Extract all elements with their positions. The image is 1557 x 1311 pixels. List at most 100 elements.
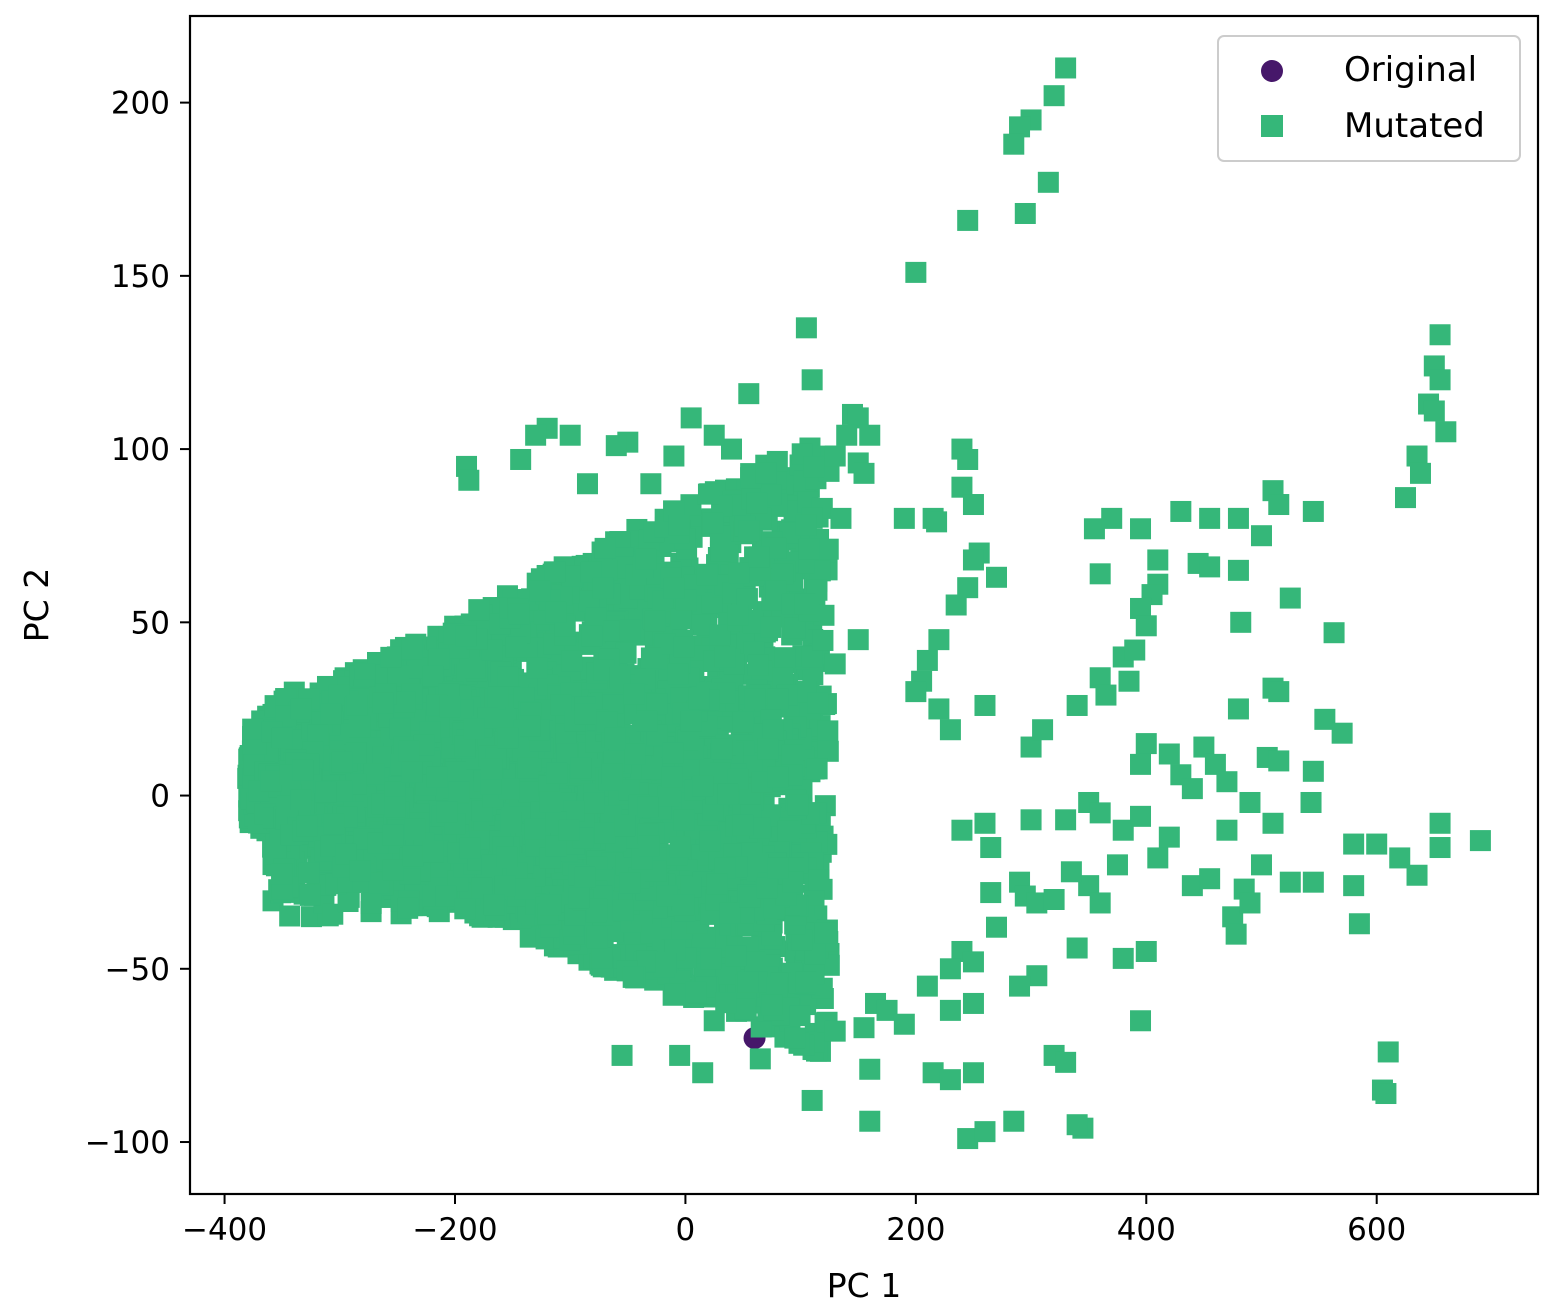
x-tick-label: 600	[1347, 1212, 1406, 1248]
mutated-point	[765, 580, 787, 602]
mutated-point	[1020, 809, 1042, 831]
mutated-point	[795, 317, 817, 339]
mutated-point	[957, 209, 979, 231]
mutated-point	[363, 763, 385, 785]
mutated-point	[1331, 722, 1353, 744]
mutated-point	[349, 716, 371, 738]
mutated-point	[1227, 559, 1249, 581]
mutated-point	[1227, 507, 1249, 529]
mutated-point	[558, 819, 580, 841]
mutated-point	[242, 718, 264, 740]
mutated-point	[1032, 719, 1054, 741]
mutated-point	[939, 1069, 961, 1091]
mutated-point	[1135, 615, 1157, 637]
mutated-point	[1279, 871, 1301, 893]
mutated-point	[762, 719, 784, 741]
mutated-point	[448, 781, 470, 803]
mutated-point	[260, 770, 282, 792]
x-tick-label: 0	[676, 1212, 696, 1248]
mutated-point	[669, 836, 691, 858]
mutated-point	[689, 614, 711, 636]
mutated-point	[1389, 847, 1411, 869]
mutated-point	[717, 783, 739, 805]
mutated-point	[757, 738, 779, 760]
mutated-point	[636, 950, 658, 972]
x-axis-ticks: −400 −200 0 200 400 600	[182, 1194, 1406, 1248]
y-tick-label: 0	[150, 779, 170, 815]
mutated-point	[673, 636, 695, 658]
mutated-point	[561, 650, 583, 672]
x-tick-label: 200	[886, 1212, 945, 1248]
mutated-point	[1429, 369, 1451, 391]
mutated-point	[962, 992, 984, 1014]
mutated-point	[680, 710, 702, 732]
mutated-point	[680, 494, 702, 516]
mutated-point	[1227, 698, 1249, 720]
mutated-point	[749, 817, 771, 839]
mutated-point	[497, 727, 519, 749]
mutated-point	[772, 667, 794, 689]
mutated-point	[279, 905, 301, 927]
mutated-point	[709, 762, 731, 784]
mutated-point	[1037, 171, 1059, 193]
mutated-point	[445, 761, 467, 783]
mutated-point	[727, 604, 749, 626]
mutated-point	[801, 369, 823, 391]
mutated-point	[384, 796, 406, 818]
mutated-point	[593, 659, 615, 681]
mutated-point	[315, 781, 337, 803]
mutated-point	[596, 711, 618, 733]
mutated-point	[847, 407, 869, 429]
mutated-point	[298, 862, 320, 884]
mutated-point	[290, 698, 312, 720]
y-tick-label: 150	[111, 259, 170, 295]
mutated-point	[439, 696, 461, 718]
mutated-point	[601, 763, 623, 785]
mutated-point	[655, 952, 677, 974]
mutated-point	[559, 424, 581, 446]
x-axis-title: PC 1	[827, 1266, 901, 1305]
mutated-point	[667, 663, 689, 685]
mutated-point	[602, 921, 624, 943]
mutated-point	[1089, 892, 1111, 914]
mutated-point	[518, 781, 540, 803]
mutated-point	[422, 841, 444, 863]
mutated-point	[715, 992, 737, 1014]
mutated-point	[767, 766, 789, 788]
mutated-point	[586, 898, 608, 920]
mutated-point	[985, 566, 1007, 588]
mutated-point	[546, 762, 568, 784]
mutated-point	[876, 999, 898, 1021]
mutated-point	[540, 894, 562, 916]
mutated-point	[662, 742, 684, 764]
mutated-point	[893, 507, 915, 529]
mutated-point	[702, 512, 724, 534]
mutated-point	[382, 824, 404, 846]
mutated-point	[1066, 694, 1088, 716]
mutated-point	[372, 692, 394, 714]
mutated-point	[697, 483, 719, 505]
mutated-point	[962, 1062, 984, 1084]
mutated-point	[781, 744, 803, 766]
mutated-point	[1130, 1010, 1152, 1032]
mutated-point	[673, 894, 695, 916]
mutated-point	[1222, 906, 1244, 928]
mutated-point	[824, 653, 846, 675]
mutated-point	[623, 683, 645, 705]
mutated-point	[1043, 85, 1065, 107]
mutated-point	[296, 815, 318, 837]
mutated-point	[402, 845, 424, 867]
mutated-point	[401, 638, 423, 660]
mutated-point	[1429, 837, 1451, 859]
mutated-point	[594, 537, 616, 559]
mutated-point	[1262, 812, 1284, 834]
mutated-point	[928, 698, 950, 720]
mutated-point	[331, 780, 353, 802]
mutated-point	[744, 951, 766, 973]
mutated-point	[1429, 324, 1451, 346]
mutated-point	[939, 719, 961, 741]
mutated-point	[586, 927, 608, 949]
mutated-point	[1066, 1114, 1088, 1136]
mutated-point	[1055, 1051, 1077, 1073]
